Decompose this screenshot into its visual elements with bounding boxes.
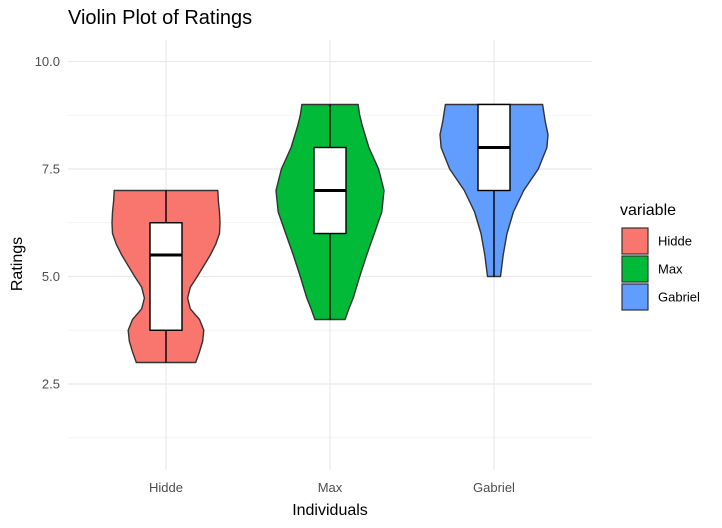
box-layer xyxy=(149,103,511,363)
x-axis-title: Individuals xyxy=(292,502,368,519)
y-axis-ticks: 2.5 5.0 7.5 10.0 xyxy=(35,54,60,392)
x-tick-label: Hidde xyxy=(149,480,183,495)
x-axis-ticks: Hidde Max Gabriel xyxy=(149,480,515,495)
y-tick-label: 5.0 xyxy=(42,269,60,284)
y-tick-label: 10.0 xyxy=(35,54,60,69)
legend-label-max: Max xyxy=(658,262,683,277)
chart-title: Violin Plot of Ratings xyxy=(68,7,252,29)
legend-label-gabriel: Gabriel xyxy=(658,290,700,305)
legend-swatch-max xyxy=(621,255,649,283)
legend-items: Hidde Max Gabriel xyxy=(621,227,700,311)
legend-swatch-hidde xyxy=(621,227,649,255)
y-tick-label: 7.5 xyxy=(42,162,60,177)
legend: variable Hidde Max Gabriel xyxy=(620,202,700,311)
x-tick-label: Gabriel xyxy=(473,480,515,495)
y-axis-title: Ratings xyxy=(9,237,26,291)
box-hidde xyxy=(149,222,183,331)
legend-swatch-gabriel xyxy=(621,283,649,311)
legend-title: variable xyxy=(620,202,676,219)
legend-label-hidde: Hidde xyxy=(658,234,692,249)
y-tick-label: 2.5 xyxy=(42,377,60,392)
x-tick-label: Max xyxy=(318,480,343,495)
